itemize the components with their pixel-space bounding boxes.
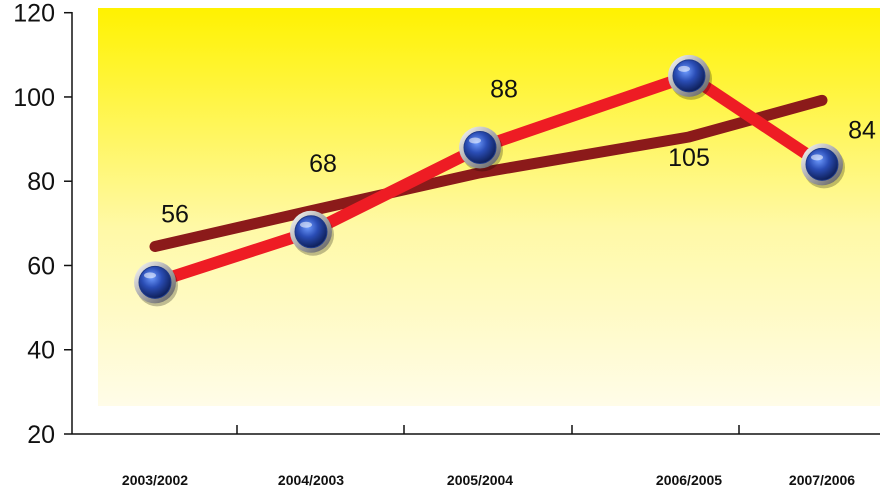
data-label: 84 — [848, 116, 876, 144]
data-point-highlight — [469, 137, 481, 144]
y-tick-label: 80 — [27, 168, 55, 196]
markers — [134, 54, 845, 307]
data-label: 88 — [490, 76, 518, 104]
data-point-marker — [463, 131, 497, 165]
x-tick-label: 2007/2006 — [789, 472, 855, 488]
data-point — [668, 54, 712, 100]
data-point-marker — [805, 147, 839, 181]
data-point-highlight — [678, 65, 690, 72]
data-point-marker — [138, 265, 172, 299]
trend-line — [149, 94, 828, 253]
data-point-highlight — [300, 221, 312, 228]
trend-series — [149, 94, 828, 253]
data-labels: 56 68 88 105 84 — [161, 76, 876, 229]
data-point — [290, 210, 334, 256]
data-point-highlight — [811, 154, 823, 161]
data-point — [801, 143, 845, 189]
x-tick-label: 2003/2002 — [122, 472, 188, 488]
data-label: 68 — [309, 150, 337, 178]
x-tick-label: 2005/2004 — [447, 472, 513, 488]
data-point — [459, 126, 503, 172]
x-ticks: 2003/2002 2004/2003 2005/2004 2006/2005 2007… — [122, 425, 855, 488]
y-tick-label: 20 — [27, 421, 55, 449]
data-point-highlight — [144, 272, 156, 279]
data-point-marker — [672, 59, 706, 93]
y-tick-label: 40 — [27, 337, 55, 365]
y-ticks: 20 40 60 80 100 120 — [13, 0, 72, 449]
data-point-marker — [294, 215, 328, 249]
x-tick-label: 2004/2003 — [278, 472, 344, 488]
data-point — [134, 261, 178, 307]
data-label: 105 — [668, 144, 710, 172]
x-tick-label: 2006/2005 — [656, 472, 722, 488]
y-tick-label: 120 — [13, 0, 55, 28]
y-tick-label: 100 — [13, 84, 55, 112]
plot-background — [98, 8, 880, 406]
data-label: 56 — [161, 200, 189, 228]
axes — [71, 12, 880, 435]
y-tick-label: 60 — [27, 252, 55, 280]
